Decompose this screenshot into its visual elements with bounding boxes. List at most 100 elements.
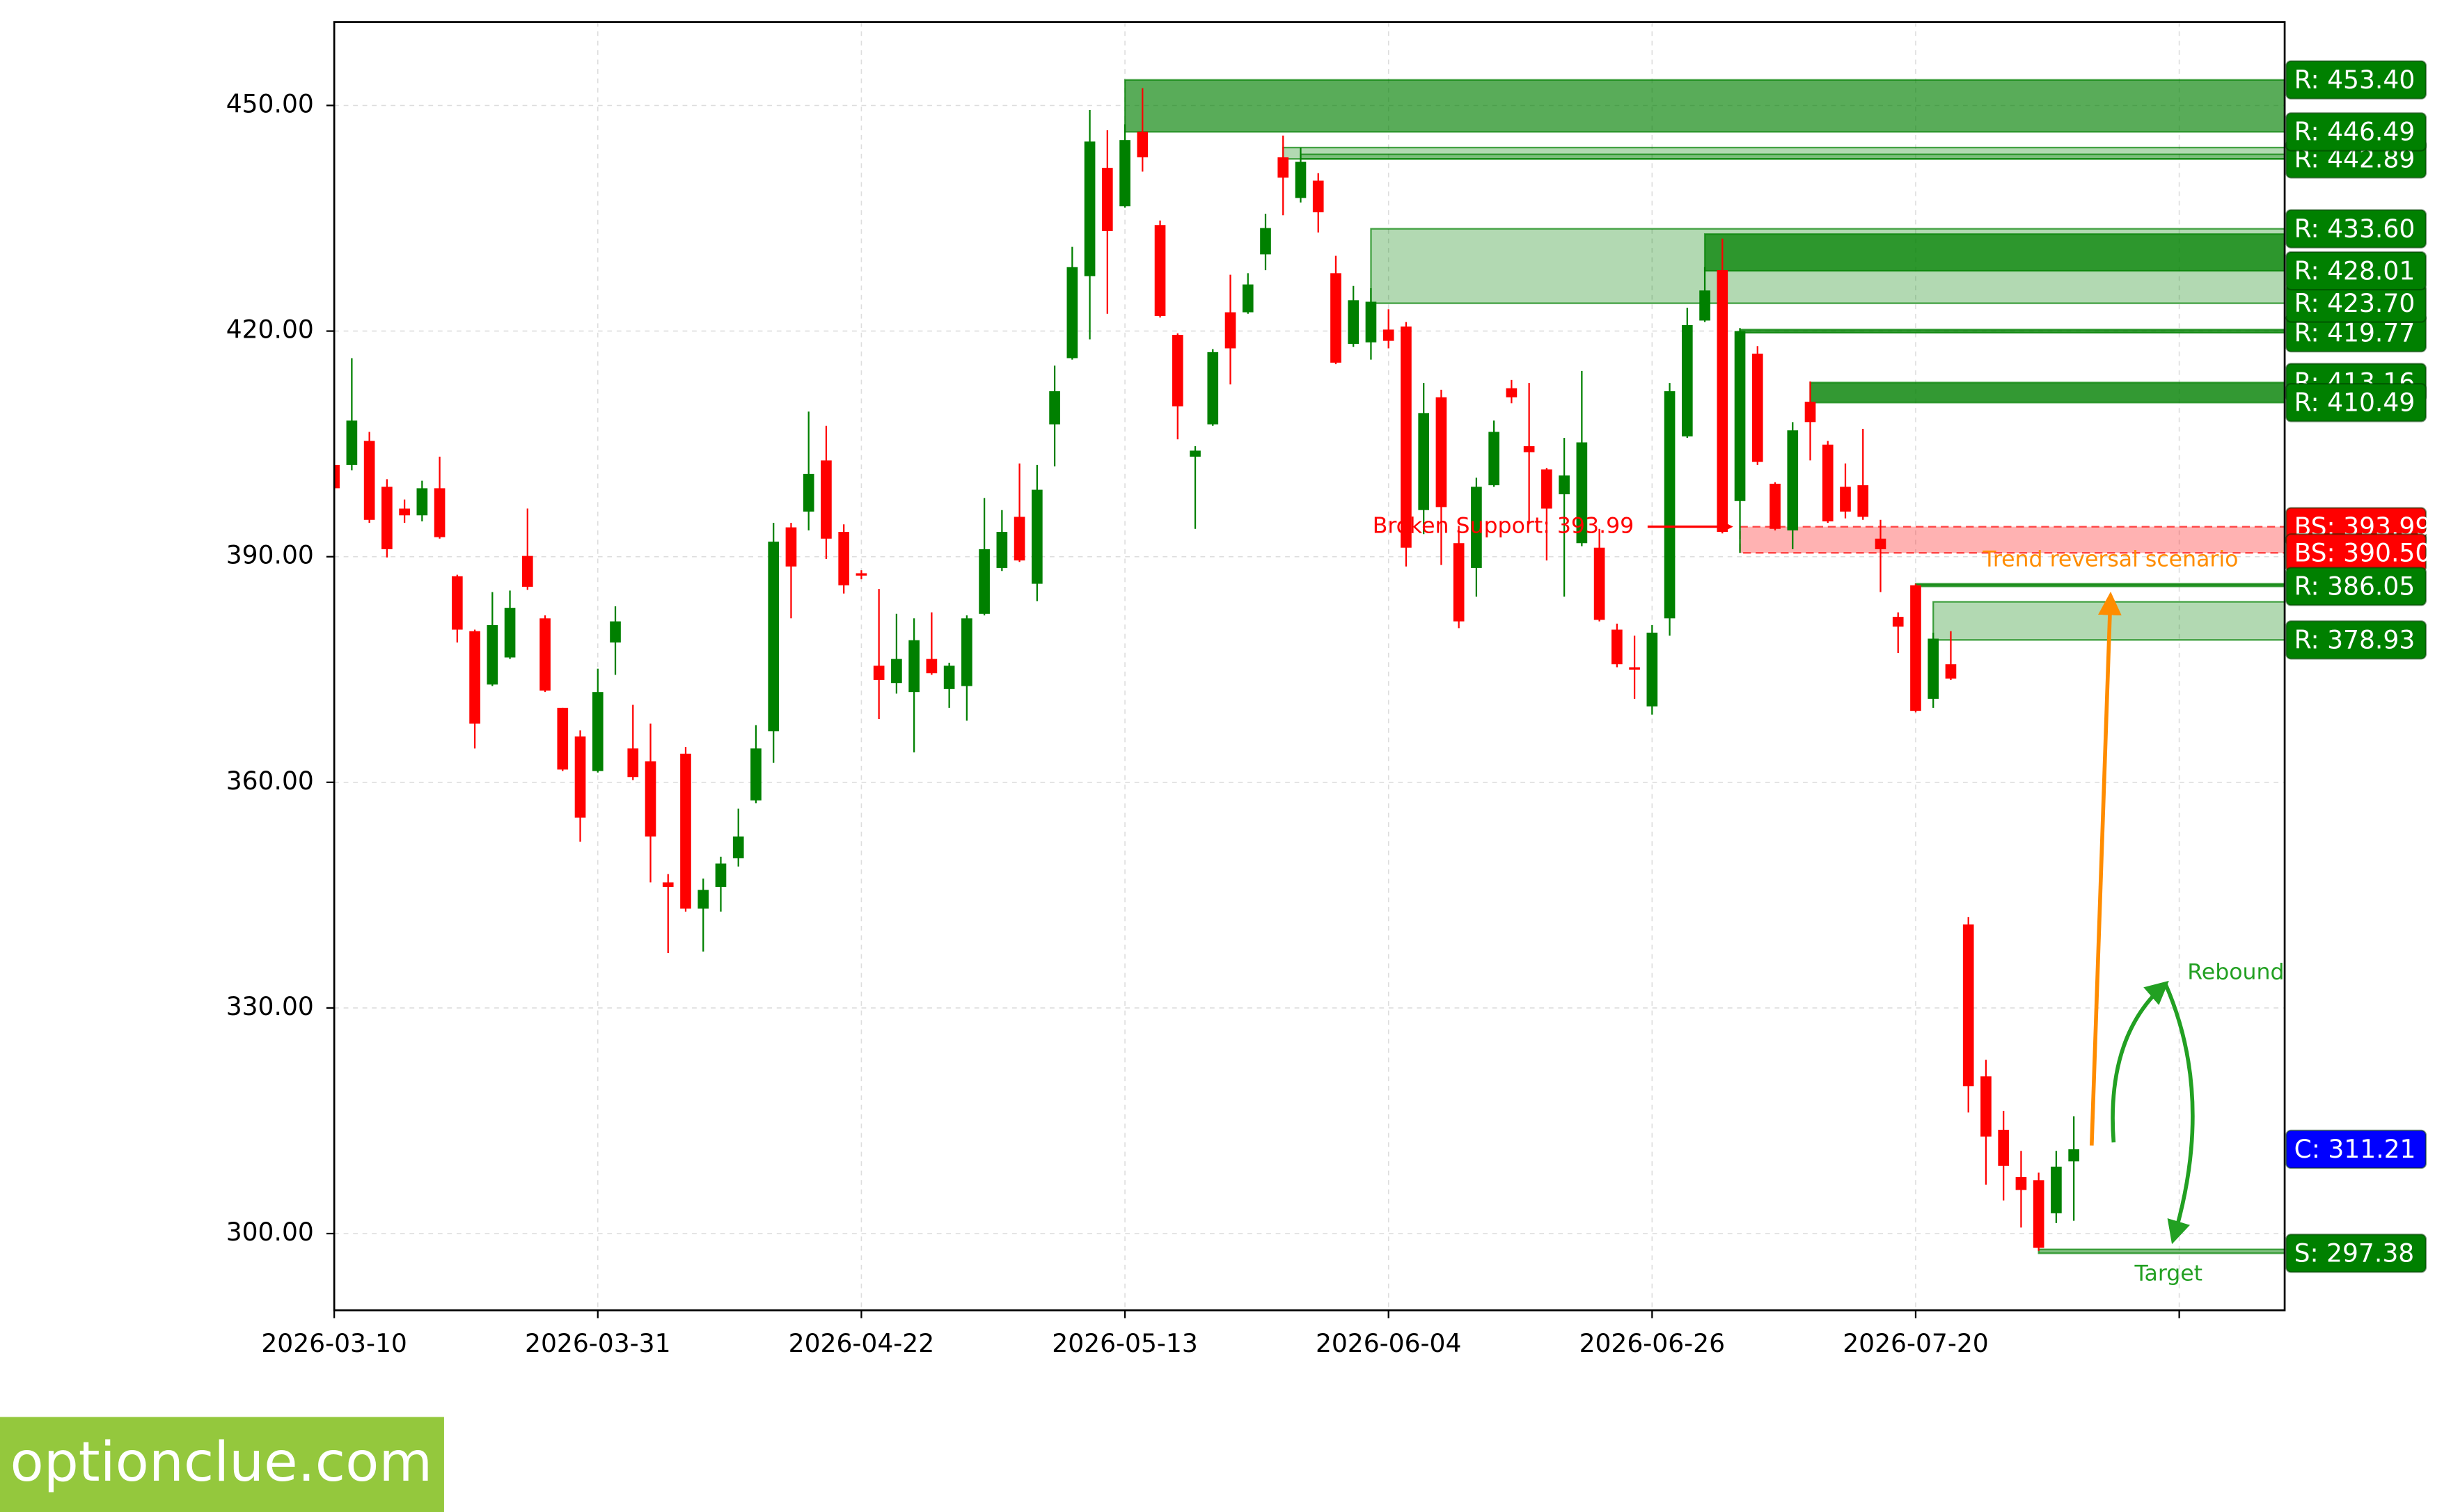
candle-body xyxy=(334,464,340,489)
candle-body xyxy=(1734,331,1746,501)
candle-body xyxy=(1840,487,1851,512)
watermark-box xyxy=(0,1417,444,1512)
candle-body xyxy=(1295,162,1307,198)
candle-body xyxy=(2015,1177,2027,1190)
level-labels: R: 442.89R: 453.40R: 446.49R: 433.60R: 4… xyxy=(2285,60,2431,1273)
candle-body xyxy=(1348,300,1360,344)
candle-body xyxy=(2051,1166,2062,1213)
candle-body xyxy=(891,659,902,684)
candle-body xyxy=(1453,543,1465,622)
candle-body xyxy=(645,761,656,837)
candle-body xyxy=(504,608,516,658)
plot-frame xyxy=(333,21,2286,1312)
candle-body xyxy=(1137,132,1149,158)
x-tick-label: 2026-03-31 xyxy=(525,1329,670,1358)
candle-body xyxy=(1066,267,1078,359)
level-label-box xyxy=(2285,383,2427,423)
candle-body xyxy=(1523,446,1535,452)
candle-body xyxy=(346,420,358,465)
candle-body xyxy=(1330,273,1341,363)
candle-body xyxy=(574,736,586,818)
y-tick-label: 300.00 xyxy=(226,1218,314,1247)
candle-body xyxy=(1804,402,1816,423)
candle-body xyxy=(768,542,780,732)
level-zone xyxy=(1703,233,2285,272)
candle-body xyxy=(1260,228,1271,255)
x-tick-label: 2026-06-26 xyxy=(1579,1329,1725,1358)
level-zone xyxy=(1124,79,2285,133)
candle-body xyxy=(1576,442,1588,544)
candle-body xyxy=(698,890,709,909)
candle-body xyxy=(1751,354,1763,462)
candle-body xyxy=(1892,617,1904,627)
level-label-box xyxy=(2285,567,2427,606)
candle-body xyxy=(1277,157,1289,178)
candle-body xyxy=(416,488,428,516)
level-label: R: 453.40 xyxy=(2294,65,2415,95)
annotations: Broken Support: 393.99 Trend reversal sce… xyxy=(1373,514,2285,1286)
candle-body xyxy=(592,692,604,771)
level-zone xyxy=(1739,329,2285,334)
candle-body xyxy=(821,460,832,539)
candle-body xyxy=(785,527,797,567)
level-label: R: 433.60 xyxy=(2294,214,2415,244)
candle-body xyxy=(1681,324,1693,436)
candle-body xyxy=(943,666,955,689)
candle-body xyxy=(838,532,849,585)
candle-body xyxy=(2033,1180,2044,1248)
level-label-box xyxy=(2285,209,2427,249)
y-tick-label: 420.00 xyxy=(226,315,314,345)
candle-body xyxy=(750,748,762,801)
candle-body xyxy=(1049,391,1060,425)
candle-body xyxy=(1488,432,1499,486)
candle-body xyxy=(2068,1149,2079,1162)
candle-body xyxy=(1664,391,1676,619)
candle-body xyxy=(803,473,814,512)
level-label: R: 446.49 xyxy=(2294,118,2415,147)
level-zone xyxy=(1739,526,2285,554)
candle-body xyxy=(680,753,691,909)
candle-body xyxy=(715,863,727,887)
level-label: S: 297.38 xyxy=(2294,1239,2415,1268)
candle-body xyxy=(539,618,551,691)
candle-body xyxy=(452,576,463,630)
candle-body xyxy=(1699,290,1710,321)
candle-body xyxy=(856,573,867,576)
candle-body xyxy=(1471,487,1482,568)
candle-body xyxy=(1962,924,1974,1087)
x-tick-label: 2026-07-20 xyxy=(1843,1329,1989,1358)
candle-body xyxy=(1980,1076,1992,1137)
y-tick-label: 330.00 xyxy=(226,992,314,1021)
annotation: Target xyxy=(2134,1261,2202,1286)
candle-body xyxy=(1646,632,1658,707)
level-zone xyxy=(1809,381,2285,404)
candle-body xyxy=(1910,585,1921,711)
candle-body xyxy=(908,640,920,693)
x-tick-label: 2026-05-13 xyxy=(1052,1329,1197,1358)
candle-body xyxy=(1382,329,1394,341)
level-label-box xyxy=(2285,60,2427,100)
candle-body xyxy=(979,549,990,614)
candle-body xyxy=(1822,444,1834,521)
candle-body xyxy=(1787,430,1799,530)
candle-body xyxy=(363,441,375,520)
watermark: optionclue.com xyxy=(10,1430,432,1494)
annotation-arrow xyxy=(2111,980,2169,1143)
candle-body xyxy=(961,618,972,686)
candle-body xyxy=(434,488,446,537)
candle-body xyxy=(399,508,410,516)
candle-body xyxy=(521,556,533,587)
grid xyxy=(333,22,2285,1311)
candle-body xyxy=(1506,388,1518,397)
level-zone xyxy=(1914,583,2285,588)
y-tick-label: 450.00 xyxy=(226,89,314,118)
level-label-box xyxy=(2285,1234,2427,1273)
candle-body xyxy=(557,707,569,770)
candle-body xyxy=(1312,180,1324,212)
level-label-box xyxy=(2285,112,2427,152)
candle-body xyxy=(381,487,393,549)
level-label-box xyxy=(2285,251,2427,291)
annotation-arrow xyxy=(2089,591,2122,1146)
level-label: C: 311.21 xyxy=(2294,1135,2416,1164)
